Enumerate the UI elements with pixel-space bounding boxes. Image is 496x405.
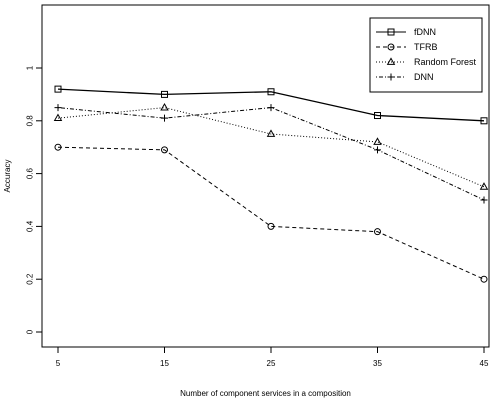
x-tick-label: 45	[480, 359, 489, 368]
x-tick-label: 15	[160, 359, 169, 368]
series-line	[57, 146, 485, 280]
legend-label: DNN	[414, 72, 434, 82]
data-point	[479, 182, 489, 190]
data-point	[267, 222, 275, 230]
y-tick-label: 0.4	[26, 220, 35, 232]
data-point	[161, 90, 168, 98]
data-point	[161, 146, 168, 154]
series-layer	[53, 85, 489, 283]
legend-label: Random Forest	[414, 57, 477, 67]
series-line	[57, 88, 485, 122]
data-point	[53, 113, 63, 122]
data-point	[160, 102, 169, 111]
data-point	[480, 117, 488, 125]
data-point	[54, 143, 62, 151]
data-point	[373, 137, 382, 145]
series-fdnn	[54, 85, 488, 125]
y-axis: 0 0.2 0.4 0.6 0.8 1	[26, 65, 42, 334]
x-tick-label: 5	[56, 359, 61, 368]
legend-marker	[387, 73, 395, 81]
data-point	[54, 85, 62, 93]
x-axis-label: Number of component services in a compos…	[180, 389, 351, 398]
series-dnn	[54, 104, 488, 204]
data-point	[480, 275, 488, 283]
series-tfrb	[54, 143, 488, 283]
legend-marker	[386, 57, 396, 65]
data-point	[267, 104, 275, 112]
data-point	[374, 146, 381, 154]
legend-box	[369, 17, 483, 93]
legend-marker	[387, 28, 395, 36]
data-point	[480, 196, 488, 204]
legend-label: fDNN	[414, 27, 436, 37]
y-tick-label: 0.2	[26, 273, 35, 285]
series-line	[57, 107, 485, 201]
legend-label: TFRB	[414, 42, 438, 52]
data-point	[54, 104, 62, 112]
x-tick-label: 25	[267, 359, 276, 368]
legend: fDNN TFRB Random Forest DNN	[369, 17, 483, 93]
legend-marker	[387, 43, 395, 51]
x-axis: 5 15 25 35 45	[56, 347, 489, 368]
data-point	[374, 228, 381, 236]
data-point	[161, 114, 168, 122]
series-line	[57, 107, 485, 188]
plot-area	[41, 4, 490, 348]
y-tick-label: 0.8	[26, 115, 35, 127]
y-tick-label: 0.6	[26, 167, 35, 179]
data-point	[267, 88, 275, 96]
series-random-forest	[53, 102, 489, 190]
data-point	[374, 112, 381, 120]
y-axis-label: Accuracy	[3, 160, 12, 193]
data-point	[266, 129, 276, 137]
y-tick-label: 1	[26, 65, 35, 70]
y-tick-label: 0	[26, 329, 35, 334]
x-tick-label: 35	[373, 359, 382, 368]
